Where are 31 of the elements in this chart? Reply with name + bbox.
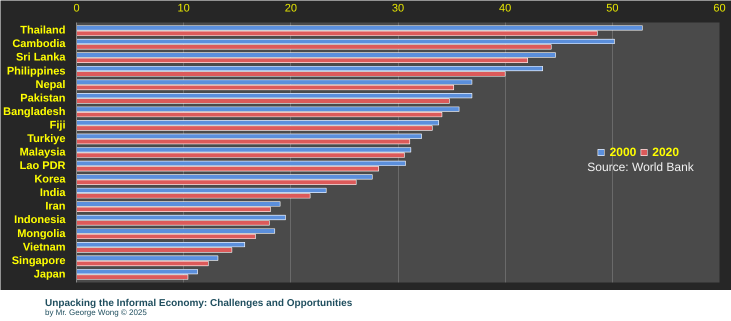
x-tick-label: 0 — [73, 2, 80, 14]
y-tick-label: Singapore — [12, 254, 66, 267]
x-tick-label: 50 — [606, 2, 618, 14]
y-tick-label: Bangladesh — [3, 106, 66, 118]
x-tick-label: 20 — [284, 2, 297, 14]
y-tick-label: Iran — [45, 200, 66, 213]
y-tick-label: Lao PDR — [20, 160, 66, 172]
y-tick-label: Sri Lanka — [16, 52, 66, 64]
x-tick-label: 30 — [392, 2, 404, 14]
x-tick-label: 10 — [178, 2, 190, 14]
text: Unpacking the Informal Economy: Challenges and Opportunities — [45, 298, 352, 309]
y-tick-label: Indonesia — [14, 214, 66, 226]
y-tick-label: Korea — [34, 174, 66, 186]
y-tick-label: Turkiye — [27, 132, 66, 145]
legend-label: 2020 — [652, 145, 679, 159]
y-tick-label: Fiji — [50, 119, 66, 132]
y-tick-label: Malaysia — [20, 146, 66, 158]
x-tick-label: 40 — [499, 2, 512, 14]
legend-label: 2000 — [610, 145, 636, 159]
y-tick-label: Nepal — [36, 78, 66, 91]
y-tick-label: Cambodia — [12, 38, 66, 50]
x-tick-label: 60 — [713, 2, 726, 14]
annotation: Source: World Bank — [587, 160, 695, 174]
y-tick-label: India — [40, 187, 66, 200]
y-tick-label: Mongolia — [17, 228, 66, 240]
y-tick-label: Pakistan — [20, 92, 66, 104]
y-tick-label: Vietnam — [22, 241, 66, 254]
y-tick-label: Philippines — [6, 65, 66, 78]
text: by Mr. George Wong © 2025 — [45, 308, 148, 318]
y-tick-label: Japan — [34, 268, 66, 280]
y-tick-label: Thailand — [20, 24, 66, 37]
